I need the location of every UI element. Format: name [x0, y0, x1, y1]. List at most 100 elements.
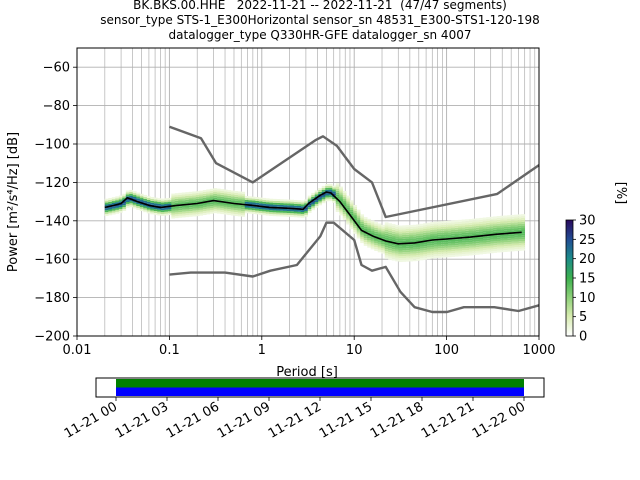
- heatmap-cell: [150, 197, 155, 199]
- heatmap-cell: [157, 198, 162, 201]
- heatmap-cell: [220, 189, 225, 192]
- heatmap-cell: [381, 224, 386, 227]
- heatmap-cell: [381, 234, 386, 237]
- heatmap-cell: [139, 195, 144, 198]
- heatmap-cell: [321, 189, 326, 192]
- heatmap-cell: [237, 214, 242, 217]
- heatmap-cell: [209, 202, 214, 205]
- heatmap-cell: [384, 253, 389, 255]
- heatmap-cell: [405, 236, 410, 239]
- heatmap-cell: [402, 233, 407, 235]
- heatmap-cell: [405, 252, 410, 254]
- heatmap-cell: [465, 253, 470, 256]
- heatmap-cell: [356, 236, 361, 239]
- heatmap-cell: [360, 225, 365, 228]
- heatmap-cell: [486, 251, 490, 254]
- heatmap-cell: [279, 204, 284, 207]
- heatmap-cell: [419, 225, 424, 228]
- x-tick-label: 100: [434, 343, 459, 358]
- heatmap-cell: [349, 219, 354, 222]
- heatmap-cell: [360, 221, 365, 224]
- heatmap-cell: [192, 208, 197, 211]
- heatmap-cell: [521, 239, 525, 242]
- heatmap-cell: [412, 232, 417, 235]
- heatmap-cell: [321, 193, 326, 196]
- heatmap-cell: [395, 234, 400, 237]
- heatmap-cell: [206, 204, 211, 207]
- heatmap-cell: [475, 224, 480, 226]
- heatmap-cell: [521, 214, 525, 217]
- heatmap-cell: [409, 247, 414, 250]
- heatmap-cell: [174, 210, 179, 213]
- heatmap-cell: [171, 216, 176, 219]
- colorbar-gradient: [565, 219, 574, 337]
- heatmap-cell: [416, 232, 421, 234]
- heatmap-cell: [496, 240, 501, 243]
- heatmap-cell: [482, 242, 487, 245]
- heatmap-cell: [472, 222, 477, 225]
- heatmap-cell: [409, 240, 414, 243]
- heatmap-cell: [517, 220, 522, 223]
- heatmap-cell: [444, 253, 449, 256]
- heatmap-cell: [332, 200, 337, 203]
- high-noise-model-line: [168, 125, 540, 219]
- heatmap-cell: [510, 247, 515, 250]
- heatmap-cell: [325, 187, 330, 190]
- heatmap-cell: [395, 238, 400, 241]
- heatmap-cell: [475, 233, 480, 236]
- heatmap-cell: [104, 204, 109, 207]
- heatmap-cell: [213, 209, 218, 212]
- heatmap-cell: [209, 198, 214, 201]
- heatmap-cell: [304, 203, 309, 206]
- heatmap-cell: [171, 195, 176, 198]
- heatmap-cell: [272, 214, 277, 217]
- heatmap-cell: [220, 210, 225, 213]
- heatmap-cell: [188, 193, 193, 196]
- heatmap-cell: [286, 201, 291, 204]
- heatmap-cell: [220, 198, 225, 201]
- heatmap-cell: [286, 203, 291, 206]
- psd-plot-area: [76, 48, 540, 337]
- timeline-tick-label: 11-22 00: [470, 399, 528, 441]
- heatmap-cell: [395, 226, 400, 229]
- timeline-tick-label: 11-21 06: [164, 399, 222, 441]
- heatmap-cell: [104, 208, 109, 211]
- heatmap-cell: [290, 199, 295, 202]
- heatmap-cell: [423, 248, 428, 251]
- heatmap-cell: [104, 200, 109, 203]
- heatmap-cell: [412, 255, 417, 258]
- heatmap-cell: [384, 229, 389, 232]
- heatmap-cell: [346, 197, 351, 200]
- heatmap-cell: [416, 235, 421, 238]
- heatmap-cell: [440, 225, 445, 227]
- heatmap-cell: [437, 255, 442, 258]
- heatmap-cell: [444, 247, 449, 250]
- heatmap-cell: [374, 222, 379, 225]
- heatmap-cell: [402, 254, 407, 257]
- heatmap-cell: [426, 251, 431, 254]
- heatmap-cell: [370, 222, 375, 225]
- heatmap-cell: [342, 191, 347, 193]
- heatmap-cell: [451, 233, 456, 236]
- heatmap-cell: [192, 212, 197, 215]
- heatmap-cell: [192, 197, 197, 200]
- heatmap-cell: [496, 248, 501, 251]
- y-tick-label: −100: [34, 138, 70, 153]
- heatmap-cell: [437, 248, 442, 251]
- heatmap-cell: [290, 215, 295, 218]
- heatmap-cell: [237, 204, 242, 207]
- heatmap-cell: [248, 209, 253, 212]
- heatmap-cell: [493, 229, 497, 232]
- heatmap-cell: [447, 236, 452, 238]
- heatmap-cell: [132, 193, 137, 196]
- heatmap-cell: [367, 241, 372, 244]
- heatmap-cell: [367, 234, 372, 237]
- y-tick-label: −60: [43, 61, 70, 76]
- heatmap-cell: [517, 222, 522, 224]
- heatmap-cell: [437, 223, 442, 226]
- heatmap-cell: [461, 250, 466, 253]
- heatmap-cell: [472, 228, 477, 231]
- x-tick-label: 0.01: [63, 343, 92, 358]
- heatmap-cell: [440, 251, 445, 254]
- heatmap-cell: [321, 201, 326, 204]
